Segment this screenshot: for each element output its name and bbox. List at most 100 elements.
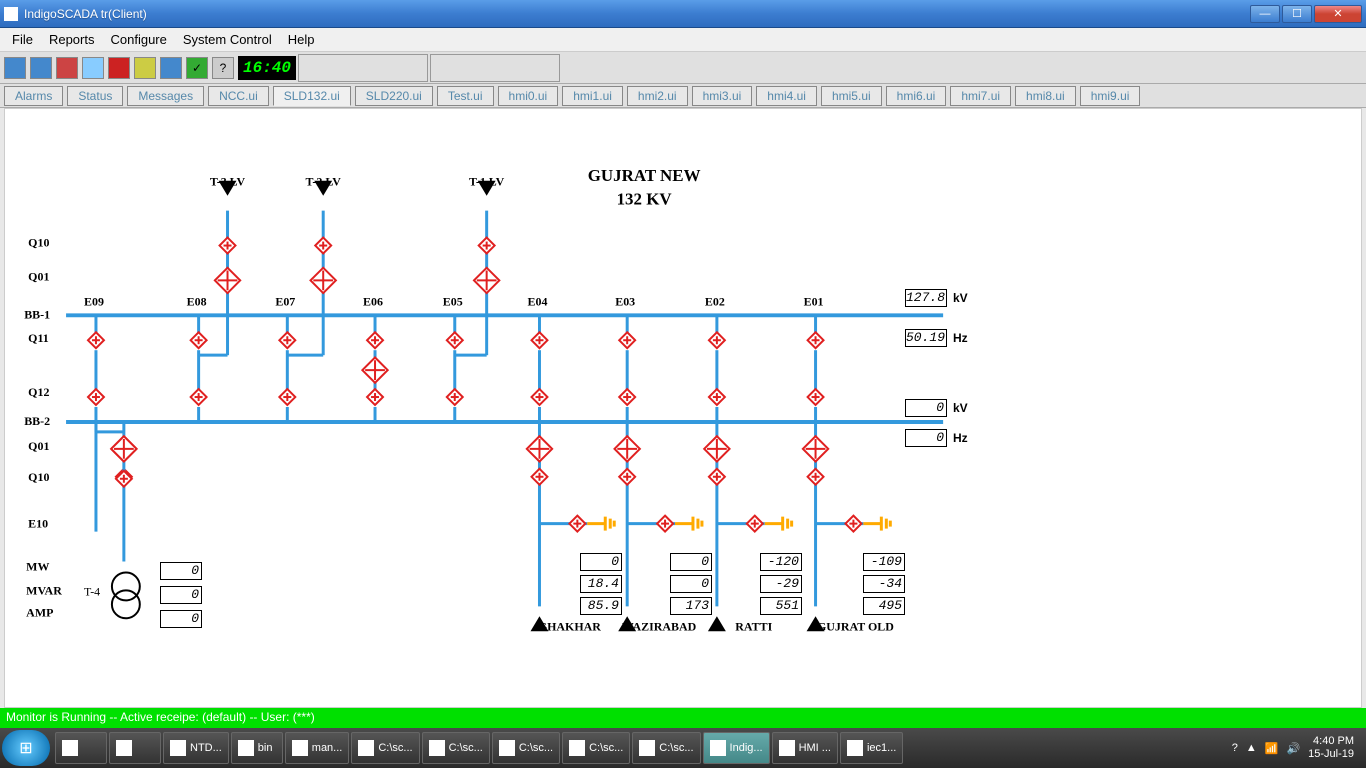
svg-text:T-1 LV: T-1 LV [469, 175, 505, 189]
tab-hmi0-ui[interactable]: hmi0.ui [498, 86, 559, 106]
readout-unit: kV [953, 291, 968, 305]
tab-hmi9-ui[interactable]: hmi9.ui [1080, 86, 1141, 106]
svg-text:AMP: AMP [26, 605, 53, 619]
taskbar-item[interactable]: man... [285, 732, 350, 764]
readout-wazir-mw: 0 [670, 553, 712, 571]
tab-Test-ui[interactable]: Test.ui [437, 86, 494, 106]
toolbar-btn-3[interactable] [56, 57, 78, 79]
tab-hmi7-ui[interactable]: hmi7.ui [950, 86, 1011, 106]
start-button[interactable]: ⊞ [2, 730, 50, 766]
taskbar: ⊞ NTD...binman...C:\sc...C:\sc...C:\sc..… [0, 728, 1366, 768]
minimize-button[interactable]: — [1250, 5, 1280, 23]
toolbar-btn-8[interactable]: ✓ [186, 57, 208, 79]
toolbar-btn-4[interactable] [82, 57, 104, 79]
readout-unit: Hz [953, 331, 968, 345]
tab-SLD220-ui[interactable]: SLD220.ui [355, 86, 433, 106]
readout-ratti-amp: 551 [760, 597, 802, 615]
toolbar-btn-9[interactable]: ? [212, 57, 234, 79]
toolbar-btn-2[interactable] [30, 57, 52, 79]
network-icon[interactable]: 📶 [1265, 742, 1279, 755]
readout-ghakhar-mvar: 18.4 [580, 575, 622, 593]
svg-text:E02: E02 [705, 294, 725, 308]
menu-help[interactable]: Help [280, 32, 323, 47]
statusbar: Monitor is Running -- Active receipe: (d… [0, 708, 1366, 728]
svg-text:E01: E01 [804, 294, 824, 308]
toolbar-btn-7[interactable] [160, 57, 182, 79]
readout-unit: kV [953, 401, 968, 415]
tab-hmi1-ui[interactable]: hmi1.ui [562, 86, 623, 106]
readout-wazir-amp: 173 [670, 597, 712, 615]
readout-ghakhar-mw: 0 [580, 553, 622, 571]
taskbar-item[interactable]: C:\sc... [492, 732, 560, 764]
svg-text:E04: E04 [528, 294, 548, 308]
svg-text:Q11: Q11 [28, 331, 49, 345]
taskbar-item[interactable]: bin [231, 732, 283, 764]
svg-text:Q12: Q12 [28, 385, 49, 399]
svg-text:E05: E05 [443, 294, 463, 308]
readout-ratti-mvar: -29 [760, 575, 802, 593]
readout-unit: Hz [953, 431, 968, 445]
tab-hmi2-ui[interactable]: hmi2.ui [627, 86, 688, 106]
tab-hmi8-ui[interactable]: hmi8.ui [1015, 86, 1076, 106]
svg-text:WAZIRABAD: WAZIRABAD [622, 619, 697, 633]
tab-hmi4-ui[interactable]: hmi4.ui [756, 86, 817, 106]
tab-Messages[interactable]: Messages [127, 86, 204, 106]
taskbar-item[interactable]: C:\sc... [562, 732, 630, 764]
svg-text:GHAKHAR: GHAKHAR [538, 619, 601, 633]
readout-t4-amp: 0 [160, 610, 202, 628]
tab-NCC-ui[interactable]: NCC.ui [208, 86, 269, 106]
taskbar-item[interactable]: iec1... [840, 732, 903, 764]
tab-hmi3-ui[interactable]: hmi3.ui [692, 86, 753, 106]
readout-gujrat-amp: 495 [863, 597, 905, 615]
svg-text:T-3 LV: T-3 LV [210, 175, 246, 189]
readout-t4-mvar: 0 [160, 586, 202, 604]
readout-bb2-hz: 0 [905, 429, 947, 447]
svg-text:MW: MW [26, 559, 49, 573]
readout-bb1-hz: 50.19 [905, 329, 947, 347]
readout-bb1-kv: 127.8 [905, 289, 947, 307]
readout-ghakhar-amp: 85.9 [580, 597, 622, 615]
readout-wazir-mvar: 0 [670, 575, 712, 593]
close-button[interactable]: ✕ [1314, 5, 1362, 23]
taskbar-item[interactable]: C:\sc... [351, 732, 419, 764]
svg-text:T-4: T-4 [84, 584, 100, 598]
tab-Alarms[interactable]: Alarms [4, 86, 63, 106]
taskbar-item[interactable]: C:\sc... [632, 732, 700, 764]
toolbar-btn-6[interactable] [134, 57, 156, 79]
tab-Status[interactable]: Status [67, 86, 123, 106]
tab-SLD132-ui[interactable]: SLD132.ui [273, 86, 351, 106]
menu-system-control[interactable]: System Control [175, 32, 280, 47]
menu-reports[interactable]: Reports [41, 32, 103, 47]
menu-file[interactable]: File [4, 32, 41, 47]
toolbar-clock: 16:40 [238, 56, 296, 80]
taskbar-item[interactable]: NTD... [163, 732, 229, 764]
taskbar-item[interactable] [109, 732, 161, 764]
maximize-button[interactable]: ☐ [1282, 5, 1312, 23]
flag-icon[interactable]: ▲ [1246, 742, 1257, 754]
taskbar-item[interactable]: HMI ... [772, 732, 838, 764]
tabbar: AlarmsStatusMessagesNCC.uiSLD132.uiSLD22… [0, 84, 1366, 108]
svg-text:MVAR: MVAR [26, 583, 62, 597]
system-tray[interactable]: ? ▲ 📶 🔊 4:40 PM 15-Jul-19 [1222, 735, 1364, 761]
svg-text:GUJRAT NEW: GUJRAT NEW [588, 166, 701, 185]
taskbar-item[interactable]: Indig... [703, 732, 770, 764]
taskbar-item[interactable]: C:\sc... [422, 732, 490, 764]
toolbar-btn-5[interactable] [108, 57, 130, 79]
volume-icon[interactable]: 🔊 [1286, 742, 1300, 755]
menu-configure[interactable]: Configure [102, 32, 174, 47]
svg-text:GUJRAT OLD: GUJRAT OLD [817, 619, 894, 633]
tab-hmi6-ui[interactable]: hmi6.ui [886, 86, 947, 106]
toolbar: ✓ ? 16:40 [0, 52, 1366, 84]
toolbar-btn-1[interactable] [4, 57, 26, 79]
help-icon[interactable]: ? [1232, 742, 1238, 754]
svg-text:E08: E08 [187, 294, 207, 308]
window-title: IndigoSCADA tr(Client) [24, 7, 1250, 21]
svg-text:T-2 LV: T-2 LV [306, 175, 342, 189]
app-icon [4, 7, 18, 21]
taskbar-item[interactable] [55, 732, 107, 764]
tray-date: 15-Jul-19 [1308, 748, 1354, 761]
svg-text:132 KV: 132 KV [617, 190, 673, 209]
tab-hmi5-ui[interactable]: hmi5.ui [821, 86, 882, 106]
svg-text:Q10: Q10 [28, 236, 49, 250]
svg-text:Q01: Q01 [28, 439, 49, 453]
